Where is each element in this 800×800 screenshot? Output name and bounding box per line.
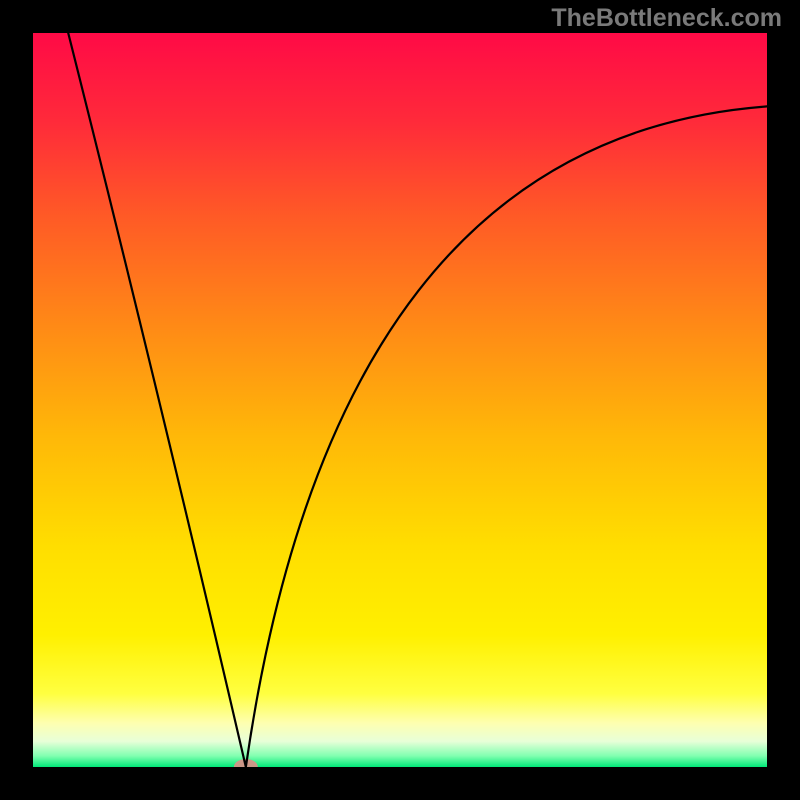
watermark-text: TheBottleneck.com [551, 4, 782, 33]
gradient-background [33, 33, 767, 767]
plot-area [33, 33, 767, 767]
plot-svg [33, 33, 767, 767]
